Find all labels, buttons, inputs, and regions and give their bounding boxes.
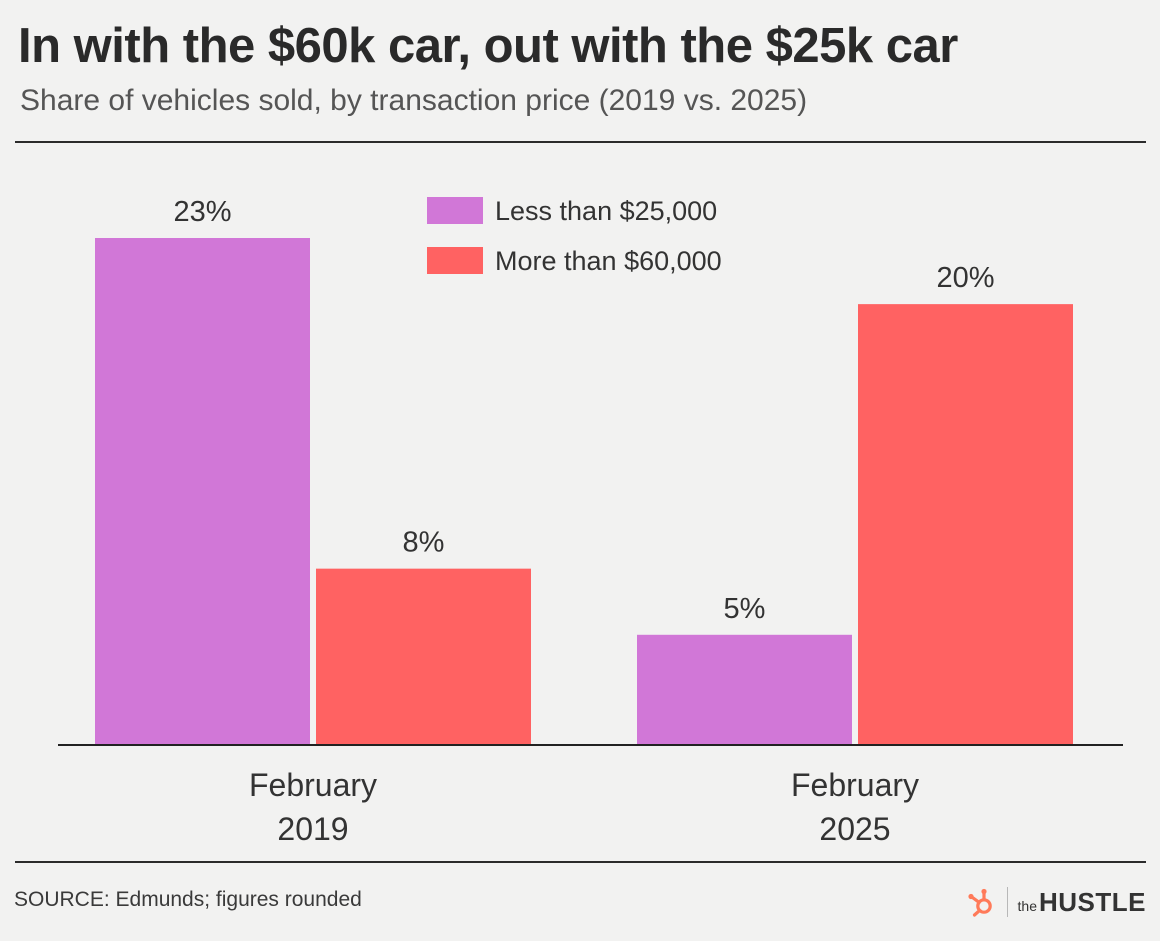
hubspot-sprocket-icon <box>967 888 992 917</box>
footer-divider <box>15 861 1146 863</box>
brand-name: HUSTLE <box>1039 886 1146 917</box>
header-divider <box>15 141 1146 143</box>
bar-chart: 23% 5% 8% 20% February 2019 February 2025 Less t… <box>58 196 1123 847</box>
data-label-under-25k-1: 5% <box>724 593 766 625</box>
legend-label-0: Less than $25,000 <box>495 196 717 226</box>
x-tick-label-0-1: 2019 <box>277 811 348 847</box>
brand-logo: the HUSTLE <box>965 884 1146 920</box>
legend-swatch-0 <box>427 197 483 224</box>
chart-title: In with the $60k car, out with the $25k … <box>18 19 958 73</box>
data-label-over-60k-1: 20% <box>936 262 994 294</box>
data-label-over-60k-0: 8% <box>403 527 445 559</box>
bar-under-25k-1 <box>637 634 852 745</box>
brand-the: the <box>1017 898 1037 914</box>
legend-swatch-1 <box>427 247 483 274</box>
source-note: SOURCE: Edmunds; figures rounded <box>14 888 362 911</box>
chart-subtitle: Share of vehicles sold, by transaction p… <box>20 84 808 117</box>
x-tick-label-1-1: 2025 <box>819 811 890 847</box>
x-axis-baseline <box>58 744 1123 746</box>
legend-label-1: More than $60,000 <box>495 246 722 276</box>
bar-over-60k-1 <box>858 304 1073 745</box>
x-tick-label-1-0: February <box>791 767 919 803</box>
bar-over-60k-0 <box>316 568 531 745</box>
bar-under-25k-0 <box>95 238 310 745</box>
logo-separator <box>1006 887 1008 917</box>
data-label-under-25k-0: 23% <box>173 196 231 228</box>
x-tick-label-0-0: February <box>249 767 377 803</box>
